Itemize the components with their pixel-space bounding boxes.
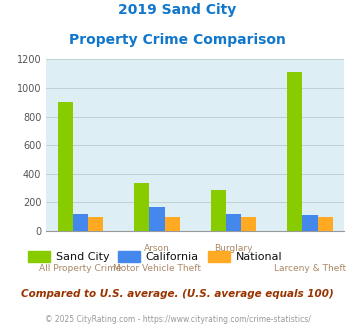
Bar	[149, 208, 165, 231]
Text: Larceny & Theft: Larceny & Theft	[274, 264, 346, 273]
Bar	[241, 217, 256, 231]
Text: Property Crime Comparison: Property Crime Comparison	[69, 33, 286, 47]
Text: Compared to U.S. average. (U.S. average equals 100): Compared to U.S. average. (U.S. average …	[21, 289, 334, 299]
Bar	[302, 215, 318, 231]
Bar	[226, 214, 241, 231]
Bar	[58, 102, 73, 231]
Text: © 2025 CityRating.com - https://www.cityrating.com/crime-statistics/: © 2025 CityRating.com - https://www.city…	[45, 315, 310, 324]
Bar	[165, 217, 180, 231]
Text: Motor Vehicle Theft: Motor Vehicle Theft	[113, 264, 201, 273]
Text: Burglary: Burglary	[214, 244, 253, 253]
Bar	[318, 217, 333, 231]
Bar	[88, 217, 104, 231]
Bar	[211, 189, 226, 231]
Bar	[73, 214, 88, 231]
Text: 2019 Sand City: 2019 Sand City	[118, 3, 237, 17]
Text: All Property Crime: All Property Crime	[39, 264, 122, 273]
Legend: Sand City, California, National: Sand City, California, National	[23, 247, 287, 267]
Bar	[134, 183, 149, 231]
Bar	[287, 72, 302, 231]
Text: Arson: Arson	[144, 244, 170, 253]
